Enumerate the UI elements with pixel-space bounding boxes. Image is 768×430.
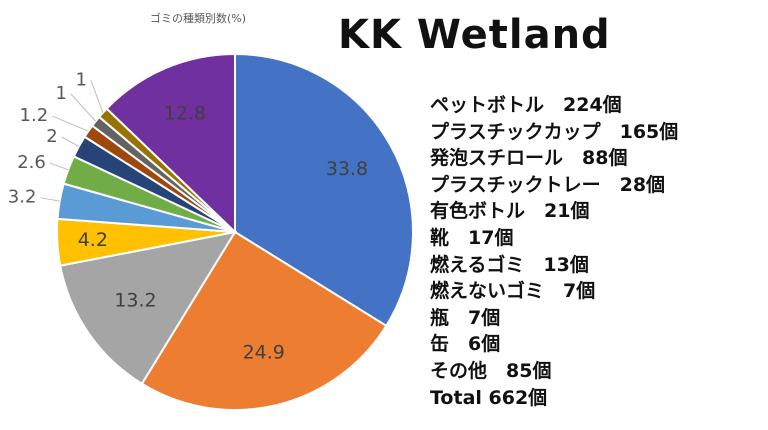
slice-data-label: 2.6 bbox=[17, 152, 46, 173]
label-leader-line bbox=[70, 93, 97, 122]
page-title: KK Wetland bbox=[338, 12, 611, 58]
count-line: 靴 17個 bbox=[430, 226, 514, 249]
slice-data-label: 1.2 bbox=[20, 105, 49, 126]
count-line: ペットボトル 224個 bbox=[430, 94, 622, 116]
count-line: 燃えるゴミ 13個 bbox=[430, 253, 589, 276]
count-line: 缶 6個 bbox=[430, 333, 501, 356]
slice-data-label: 33.8 bbox=[326, 158, 368, 180]
label-leader-line bbox=[40, 197, 60, 202]
pie-slice bbox=[59, 230, 238, 386]
slice-data-label: 24.9 bbox=[243, 342, 285, 364]
label-leader-line bbox=[90, 80, 104, 113]
pie-slice bbox=[105, 52, 236, 235]
slice-data-label: 3.2 bbox=[8, 187, 37, 208]
count-line: 燃えないゴミ 7個 bbox=[430, 280, 596, 303]
count-line: 有色ボトル 21個 bbox=[430, 200, 590, 223]
label-leader-line bbox=[49, 162, 69, 171]
slice-data-label: 4.2 bbox=[78, 229, 108, 251]
slice-data-label: 1 bbox=[55, 83, 66, 104]
slice-data-label: 2 bbox=[46, 126, 57, 147]
label-leader-line bbox=[51, 115, 89, 132]
item-count-list: ペットボトル 224個プラスチックカップ 165個 発泡スチロール 88個プラスチ… bbox=[430, 92, 678, 411]
count-line: その他 85個 bbox=[430, 359, 552, 382]
count-line: Total 662個 bbox=[430, 386, 548, 409]
count-line: 発泡スチロール 88個 bbox=[430, 147, 628, 170]
pie-chart: 33.8 24.9 13.2 4.2 3.2 2.621.2 11 12.8 bbox=[8, 52, 414, 411]
slice-data-label: 1 bbox=[76, 69, 87, 90]
chart-title: ゴミの種類別数(%) bbox=[150, 12, 247, 25]
slice-data-label: 13.2 bbox=[114, 289, 156, 311]
count-line: 瓶 7個 bbox=[430, 306, 501, 329]
label-leader-line bbox=[61, 136, 80, 147]
count-line: プラスチックトレー 28個 bbox=[430, 173, 666, 196]
pie-slice bbox=[140, 230, 388, 411]
slice-data-label: 12.8 bbox=[164, 103, 206, 125]
pie-slice bbox=[234, 52, 414, 328]
count-line: プラスチックカップ 165個 bbox=[430, 120, 679, 143]
